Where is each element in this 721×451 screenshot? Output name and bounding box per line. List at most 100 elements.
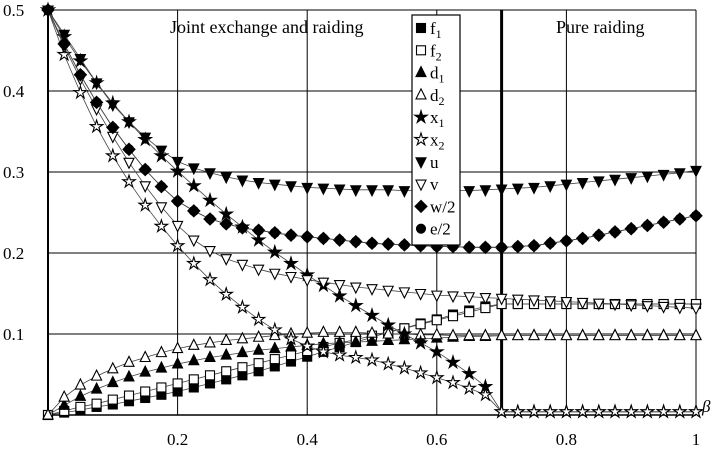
point-v <box>204 246 216 258</box>
x-axis-label: β <box>701 397 711 416</box>
point-v <box>236 259 249 272</box>
x-tick-label: 0.2 <box>167 430 188 449</box>
point-d2 <box>220 333 233 346</box>
point-x2 <box>396 359 413 375</box>
point-x1 <box>380 316 397 332</box>
point-v <box>187 235 200 248</box>
point-x2 <box>331 346 348 362</box>
point-v <box>447 291 459 304</box>
point-d2 <box>544 328 557 341</box>
legend-marker-f1 <box>415 22 427 34</box>
point-d1 <box>268 341 281 354</box>
point-u <box>333 184 346 197</box>
point-u <box>576 177 589 190</box>
point-d2 <box>333 325 346 337</box>
point-e-half2 <box>690 210 702 221</box>
point-e-half2 <box>253 225 264 236</box>
point-d2 <box>187 338 200 350</box>
point-v <box>495 293 508 306</box>
point-d1 <box>382 333 395 346</box>
y-tick-label: 0.3 <box>3 163 24 182</box>
point-d1 <box>252 342 265 355</box>
point-d1 <box>155 360 168 373</box>
point-d2 <box>155 345 168 358</box>
point-x2 <box>299 337 316 353</box>
point-x2 <box>574 403 591 419</box>
point-v <box>139 181 152 193</box>
point-e-half2 <box>626 223 637 234</box>
legend-label: u <box>430 153 439 172</box>
point-d2 <box>42 407 54 420</box>
point-u <box>544 181 557 193</box>
legend-marker-v <box>415 179 427 192</box>
point-d2 <box>139 350 152 363</box>
point-d2 <box>479 328 492 341</box>
x-tick-label: 1 <box>692 430 701 449</box>
y-tick-label: 0.2 <box>3 244 24 263</box>
axes <box>47 10 696 416</box>
point-v <box>123 157 135 170</box>
point-e-half2 <box>75 69 86 80</box>
point-x2 <box>688 403 704 419</box>
point-e-half2 <box>642 220 653 231</box>
point-f2 <box>188 374 199 385</box>
point-d2 <box>447 328 459 341</box>
point-d2 <box>204 335 216 348</box>
point-x2 <box>623 403 640 419</box>
point-d2 <box>171 341 184 354</box>
legend-label: x2 <box>430 131 445 153</box>
point-e-half2 <box>59 38 70 50</box>
point-u <box>463 186 476 198</box>
point-x2 <box>428 369 445 385</box>
point-d2 <box>252 330 265 342</box>
point-e-half2 <box>107 122 118 133</box>
point-x2 <box>104 147 121 163</box>
point-x2 <box>590 403 607 419</box>
point-f2 <box>285 350 297 361</box>
point-u <box>268 179 281 192</box>
series-x2 <box>39 1 704 419</box>
point-d1 <box>74 389 87 401</box>
point-d1 <box>220 347 233 360</box>
point-x1 <box>364 307 380 323</box>
point-v <box>592 298 605 311</box>
legend-marker-f2 <box>415 45 427 56</box>
legend-label: f2 <box>430 41 442 63</box>
point-d2 <box>90 368 103 381</box>
point-d2 <box>673 328 686 341</box>
point-u <box>106 100 119 112</box>
point-d2 <box>382 326 395 339</box>
point-d1 <box>139 364 152 377</box>
point-f2 <box>140 386 151 397</box>
point-u <box>592 176 605 189</box>
region-label-joint: Joint exchange and raiding <box>170 17 363 37</box>
point-f2 <box>480 303 491 314</box>
point-e-half2 <box>188 205 199 216</box>
point-v <box>625 300 638 313</box>
point-x2 <box>88 118 105 134</box>
point-e-half2 <box>545 238 556 249</box>
point-e-half2 <box>577 233 588 244</box>
point-u <box>382 185 395 198</box>
point-x1 <box>428 343 445 359</box>
point-x1 <box>412 334 429 350</box>
point-u <box>123 117 135 130</box>
point-v <box>576 297 589 310</box>
point-d2 <box>609 328 621 341</box>
point-x2 <box>493 403 510 419</box>
point-u <box>673 168 686 181</box>
point-d2 <box>560 328 573 341</box>
point-x1 <box>250 231 267 247</box>
point-x2 <box>655 403 672 419</box>
point-d2 <box>690 328 702 341</box>
point-x2 <box>671 403 688 419</box>
point-v <box>382 285 395 298</box>
point-x2 <box>72 84 89 100</box>
point-e-half2 <box>91 97 102 108</box>
point-x1 <box>396 325 413 341</box>
point-u <box>74 54 87 66</box>
point-v <box>285 271 297 284</box>
point-e-half2 <box>480 242 491 253</box>
point-u <box>560 179 573 192</box>
